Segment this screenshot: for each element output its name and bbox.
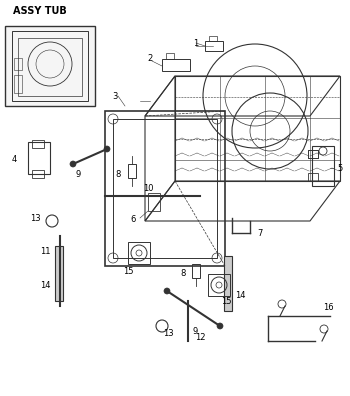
- Text: 8: 8: [115, 169, 121, 179]
- Bar: [55, 246, 63, 301]
- Text: 5: 5: [337, 164, 343, 173]
- Bar: [28, 142, 50, 174]
- Text: 12: 12: [195, 333, 205, 343]
- Text: 11: 11: [40, 246, 50, 255]
- Text: 2: 2: [147, 53, 153, 63]
- Bar: [162, 59, 190, 71]
- Text: ASSY TUB: ASSY TUB: [13, 6, 67, 16]
- Text: 8: 8: [180, 270, 186, 278]
- Bar: [18, 38, 82, 96]
- Bar: [12, 31, 88, 101]
- Text: 4: 4: [12, 154, 17, 164]
- Circle shape: [70, 161, 76, 167]
- Text: 15: 15: [221, 297, 231, 305]
- Text: 3: 3: [112, 91, 118, 101]
- Bar: [308, 150, 318, 158]
- Circle shape: [104, 146, 110, 152]
- Text: 16: 16: [323, 303, 333, 312]
- Bar: [209, 36, 217, 41]
- Text: 10: 10: [143, 183, 153, 192]
- Bar: [148, 193, 160, 211]
- Circle shape: [217, 323, 223, 329]
- Bar: [205, 41, 223, 51]
- Circle shape: [164, 288, 170, 294]
- Bar: [192, 264, 200, 278]
- Bar: [14, 58, 22, 70]
- Text: 9: 9: [193, 326, 198, 335]
- Text: 13: 13: [163, 329, 173, 339]
- Bar: [14, 75, 22, 93]
- Text: 6: 6: [130, 215, 136, 223]
- Text: 7: 7: [257, 228, 263, 238]
- Text: 14: 14: [40, 282, 50, 291]
- Bar: [308, 173, 318, 181]
- Text: 15: 15: [123, 267, 133, 276]
- Text: 14: 14: [235, 291, 245, 301]
- Bar: [166, 53, 174, 59]
- Bar: [224, 256, 232, 311]
- Bar: [128, 242, 150, 264]
- Bar: [5, 26, 95, 106]
- Text: 9: 9: [75, 169, 80, 179]
- Bar: [32, 140, 44, 148]
- Text: 1: 1: [193, 38, 198, 48]
- Bar: [113, 119, 217, 258]
- Bar: [208, 274, 230, 296]
- Bar: [312, 146, 334, 186]
- Bar: [128, 164, 136, 178]
- Bar: [308, 150, 318, 158]
- Bar: [105, 111, 225, 266]
- Bar: [32, 170, 44, 178]
- Text: 13: 13: [30, 213, 40, 223]
